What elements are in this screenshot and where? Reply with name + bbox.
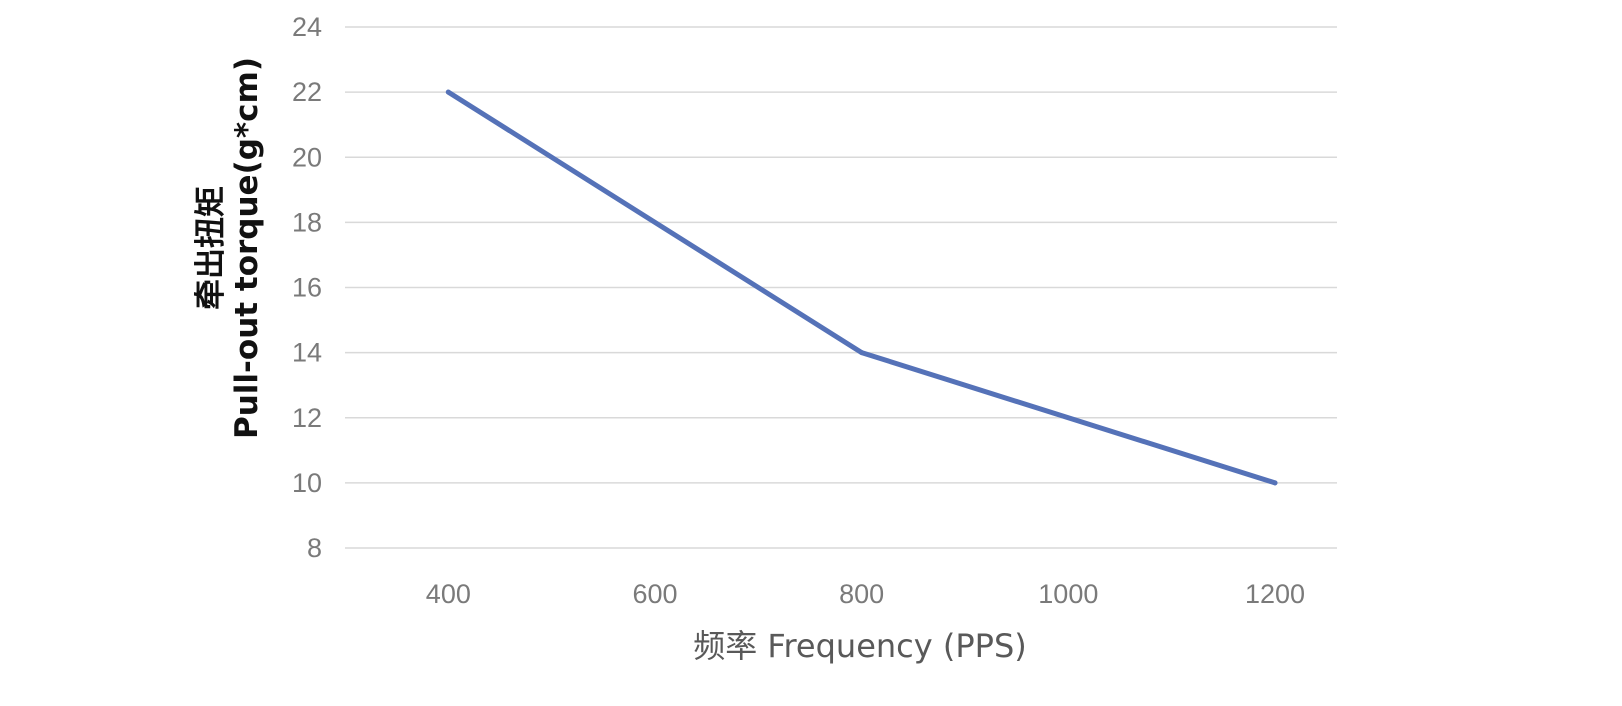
data-point — [1272, 480, 1278, 486]
data-point — [859, 350, 865, 356]
y-tick-label: 20 — [292, 142, 322, 172]
x-tick-label: 1200 — [1245, 579, 1305, 609]
y-tick-label: 16 — [292, 273, 322, 303]
data-point — [445, 89, 451, 95]
x-axis-label: 频率 Frequency (PPS) — [693, 627, 1027, 665]
series-layer — [445, 89, 1278, 486]
y-axis-label-line1: 牵出扭矩 — [193, 186, 229, 310]
y-tick-label: 10 — [292, 468, 322, 498]
y-tick-label: 14 — [292, 338, 322, 368]
x-tick-label: 600 — [632, 579, 677, 609]
y-tick-label: 18 — [292, 207, 322, 237]
y-axis-label-line2: Pull-out torque(g*cm) — [229, 57, 265, 439]
x-axis-ticks: 400 600 800 1000 1200 — [426, 579, 1305, 609]
x-tick-label: 400 — [426, 579, 471, 609]
y-tick-label: 24 — [292, 12, 322, 42]
y-tick-label: 8 — [307, 533, 322, 563]
y-axis-label: 牵出扭矩 Pull-out torque(g*cm) — [193, 57, 265, 439]
gridlines — [345, 26, 1337, 549]
x-tick-label: 800 — [839, 579, 884, 609]
y-tick-label: 12 — [292, 403, 322, 433]
y-tick-label: 22 — [292, 77, 322, 107]
y-axis-ticks: 8 10 12 14 16 18 20 22 24 — [292, 12, 322, 563]
x-tick-label: 1000 — [1038, 579, 1098, 609]
